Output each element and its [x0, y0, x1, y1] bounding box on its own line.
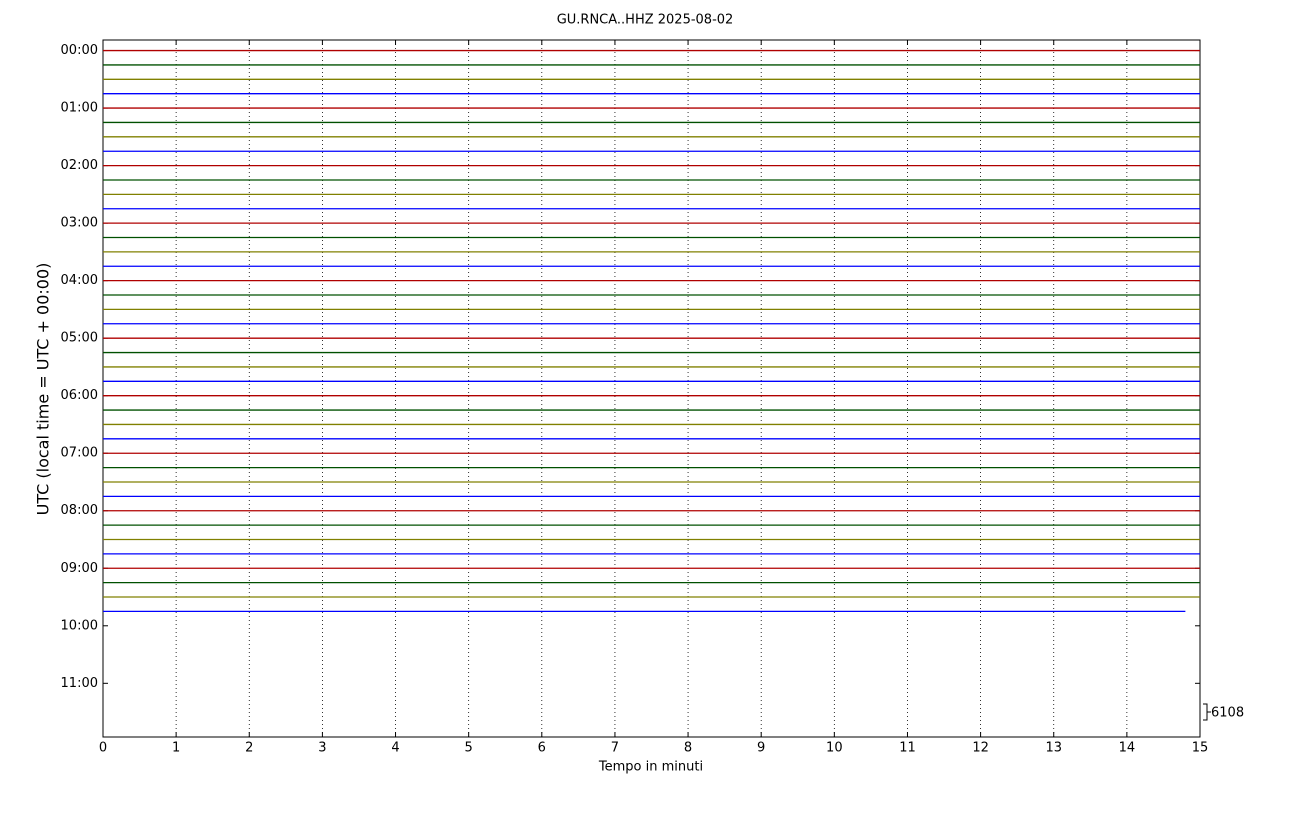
x-tick-label: 11	[899, 741, 916, 756]
y-axis-label: UTC (local time = UTC + 00:00)	[34, 263, 53, 516]
y-tick-label: 08:00	[61, 503, 98, 518]
chart-title: GU.RNCA..HHZ 2025-08-02	[557, 13, 734, 28]
x-tick-label: 9	[757, 741, 765, 756]
x-tick-label: 4	[391, 741, 399, 756]
y-tick-label: 03:00	[61, 216, 98, 231]
y-tick-label: 04:00	[61, 273, 98, 288]
x-tick-label: 8	[684, 741, 692, 756]
x-tick-label: 3	[318, 741, 326, 756]
x-tick-label: 7	[611, 741, 619, 756]
x-tick-label: 2	[245, 741, 253, 756]
y-tick-label: 09:00	[61, 561, 98, 576]
x-axis-label: Tempo in minuti	[598, 760, 703, 775]
plot-frame	[102, 39, 1201, 738]
y-tick-label: 00:00	[61, 43, 98, 58]
y-tick-label: 10:00	[61, 618, 98, 633]
scale-bracket	[1203, 703, 1211, 721]
x-tick-label: 5	[465, 741, 473, 756]
x-tick-label: 0	[99, 741, 107, 756]
x-tick-label: 13	[1045, 741, 1062, 756]
scale-label: 6108	[1211, 706, 1244, 721]
x-tick-label: 10	[826, 741, 843, 756]
x-tick-label: 1	[172, 741, 180, 756]
y-tick-label: 02:00	[61, 158, 98, 173]
x-tick-label: 14	[1119, 741, 1136, 756]
x-tick-label: 6	[538, 741, 546, 756]
x-tick-label: 12	[972, 741, 989, 756]
y-tick-label: 07:00	[61, 446, 98, 461]
y-tick-label: 05:00	[61, 331, 98, 346]
y-tick-label: 06:00	[61, 388, 98, 403]
y-tick-label: 11:00	[61, 676, 98, 691]
y-tick-label: 01:00	[61, 101, 98, 116]
x-tick-label: 15	[1192, 741, 1209, 756]
